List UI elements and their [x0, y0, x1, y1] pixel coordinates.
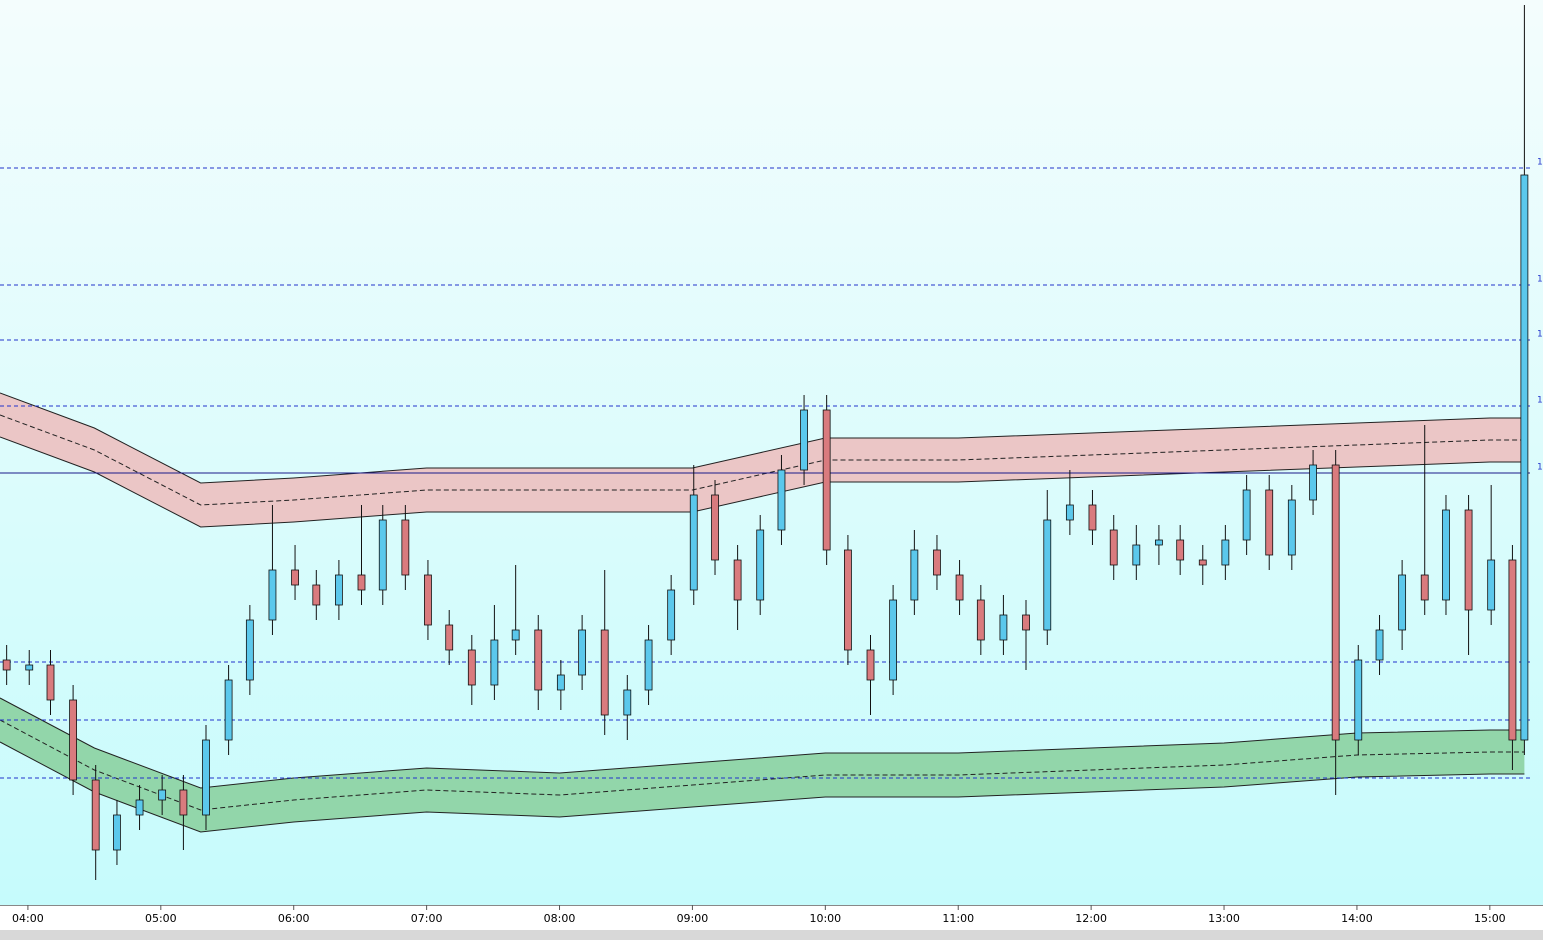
candle-body — [822, 409, 831, 551]
candle-body — [490, 639, 499, 686]
candle-body — [1265, 489, 1274, 556]
candle-body — [224, 679, 233, 741]
candle-body — [511, 629, 520, 641]
candle-body — [777, 469, 786, 531]
band-upper — [0, 392, 1525, 484]
x-tick-label: 15:00 — [1474, 912, 1506, 925]
x-tick-label: 14:00 — [1341, 912, 1373, 925]
candle-body — [113, 814, 121, 851]
candle-body — [1309, 464, 1317, 501]
x-tick-label: 12:00 — [1075, 912, 1107, 925]
candle-body — [623, 689, 632, 716]
x-tick-label: 08:00 — [544, 912, 576, 925]
candle-body — [889, 599, 898, 681]
candle-body — [1043, 519, 1052, 631]
band-upper — [0, 697, 1525, 789]
candle-body — [2, 659, 11, 671]
candle-body — [910, 549, 919, 601]
x-tick-label: 05:00 — [145, 912, 177, 925]
candle-body — [1354, 659, 1363, 741]
candle-body — [1375, 629, 1384, 661]
candle-body — [1176, 539, 1185, 561]
x-tick-label: 10:00 — [809, 912, 841, 925]
level-label: 1 — [1537, 158, 1543, 168]
candle-body — [644, 639, 653, 691]
candle-body — [1420, 574, 1429, 601]
candle-body — [25, 664, 34, 671]
candle-body — [999, 614, 1008, 641]
candle-body — [689, 494, 698, 591]
x-tick-label: 13:00 — [1208, 912, 1240, 925]
level-label: 1 — [1537, 463, 1543, 473]
candle-body — [202, 739, 210, 816]
candle-body — [756, 529, 765, 601]
candle-body — [1242, 489, 1251, 541]
candle-body — [1508, 559, 1517, 741]
candle-body — [158, 789, 167, 801]
candle-body — [1331, 464, 1340, 741]
candle-body — [91, 779, 100, 851]
candle-body — [1287, 499, 1296, 556]
candle-body — [1198, 559, 1207, 566]
candle-body — [401, 519, 410, 576]
candle-body — [733, 559, 742, 601]
candle-body — [844, 549, 852, 651]
candle-body — [534, 629, 543, 691]
candle-body — [933, 549, 941, 576]
candle-body — [424, 574, 432, 626]
band-middle — [0, 719, 1525, 811]
candle-body — [578, 629, 587, 676]
x-tick-label: 07:00 — [411, 912, 443, 925]
candle-body — [312, 584, 321, 606]
candle-body — [711, 494, 719, 561]
candle-body — [955, 574, 964, 601]
candle-body — [291, 569, 299, 586]
candle-body — [556, 674, 565, 691]
candle-body — [800, 409, 808, 471]
candle-body — [1109, 529, 1118, 566]
band-lower — [0, 741, 1525, 833]
candle-body — [1398, 574, 1407, 631]
candle-body — [1520, 174, 1529, 741]
candle-body — [268, 569, 277, 621]
candle-body — [1464, 509, 1473, 611]
x-tick-label: 09:00 — [677, 912, 709, 925]
candle-body — [1487, 559, 1496, 611]
candle-body — [1442, 509, 1450, 601]
candle-body — [1065, 504, 1074, 521]
candle-body — [976, 599, 985, 641]
candle-body — [378, 519, 387, 591]
candle-body — [335, 574, 343, 606]
band-middle — [0, 414, 1525, 506]
plot-layer: 1 1 1 1 1 04:00 05:00 06:00 07:00 08:00 09:00 10:00… — [0, 5, 1543, 925]
candle-body — [69, 699, 77, 781]
candle-body — [1221, 539, 1230, 566]
candle-body — [866, 649, 875, 681]
level-label: 1 — [1537, 275, 1543, 285]
candle-body — [1132, 544, 1141, 566]
candle-body — [179, 789, 188, 816]
level-label: 1 — [1537, 396, 1543, 406]
x-tick-label: 06:00 — [278, 912, 310, 925]
candle-body — [1155, 539, 1163, 546]
bottom-bar — [0, 930, 1543, 940]
candle-body — [667, 589, 676, 641]
x-tick-label: 04:00 — [12, 912, 44, 925]
candle-body — [245, 619, 254, 681]
candle-body — [357, 574, 366, 591]
x-axis-strip — [0, 905, 1543, 930]
x-tick-label: 11:00 — [942, 912, 974, 925]
candle-body — [445, 624, 454, 651]
level-label: 1 — [1537, 330, 1543, 340]
candle-body — [1088, 504, 1097, 531]
candle-body — [1022, 614, 1030, 631]
candle-body — [135, 799, 144, 816]
candle-body — [600, 629, 609, 716]
band-fill — [0, 698, 1525, 832]
candle-body — [46, 664, 55, 701]
candle-body — [467, 649, 476, 686]
